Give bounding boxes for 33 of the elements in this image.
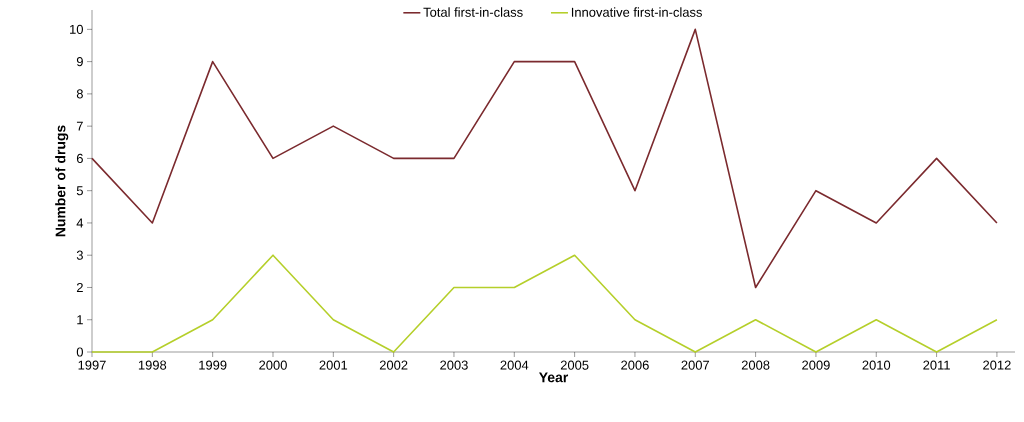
x-tick-label: 2005 [560, 360, 589, 370]
x-axis-title: Year [539, 372, 569, 383]
line-series [91, 28, 998, 289]
y-tick-label: 3 [76, 250, 83, 260]
x-tick-label: 2010 [862, 360, 891, 370]
x-tick-label: 2000 [259, 360, 287, 370]
x-tick-label: 2012 [983, 360, 1011, 370]
x-tick-label: 2008 [741, 360, 770, 370]
y-tick-label: 7 [76, 121, 83, 131]
y-tick-label: 6 [76, 153, 83, 163]
x-tick-label: 2003 [440, 360, 468, 370]
legend-label: Total first-in-class [423, 7, 523, 17]
x-tick-label: 2002 [379, 360, 408, 370]
y-tick-label: 8 [76, 89, 83, 99]
y-axis-title: Number of drugs [55, 125, 69, 237]
x-tick-label: 2009 [802, 360, 830, 370]
x-tick-label: 1997 [78, 360, 106, 370]
y-tick-label: 9 [76, 57, 83, 67]
y-tick-label: 1 [77, 315, 83, 325]
legend-label: Innovative first-in-class [571, 7, 702, 17]
y-tick-label: 10 [70, 24, 83, 34]
y-tick-label: 0 [76, 347, 83, 357]
y-tick-label: 4 [76, 218, 84, 228]
x-tick-label: 1999 [199, 360, 227, 370]
x-tick-label: 2007 [681, 360, 710, 370]
y-tick-label: 5 [76, 186, 83, 196]
x-tick-label: 2006 [621, 360, 649, 370]
line-series [91, 254, 998, 353]
x-tick-label: 2004 [500, 360, 529, 370]
x-tick-label: 2001 [319, 360, 348, 370]
x-tick-label: 2011 [923, 360, 950, 370]
y-tick-label: 2 [76, 282, 83, 292]
x-tick-label: 1998 [138, 360, 167, 370]
